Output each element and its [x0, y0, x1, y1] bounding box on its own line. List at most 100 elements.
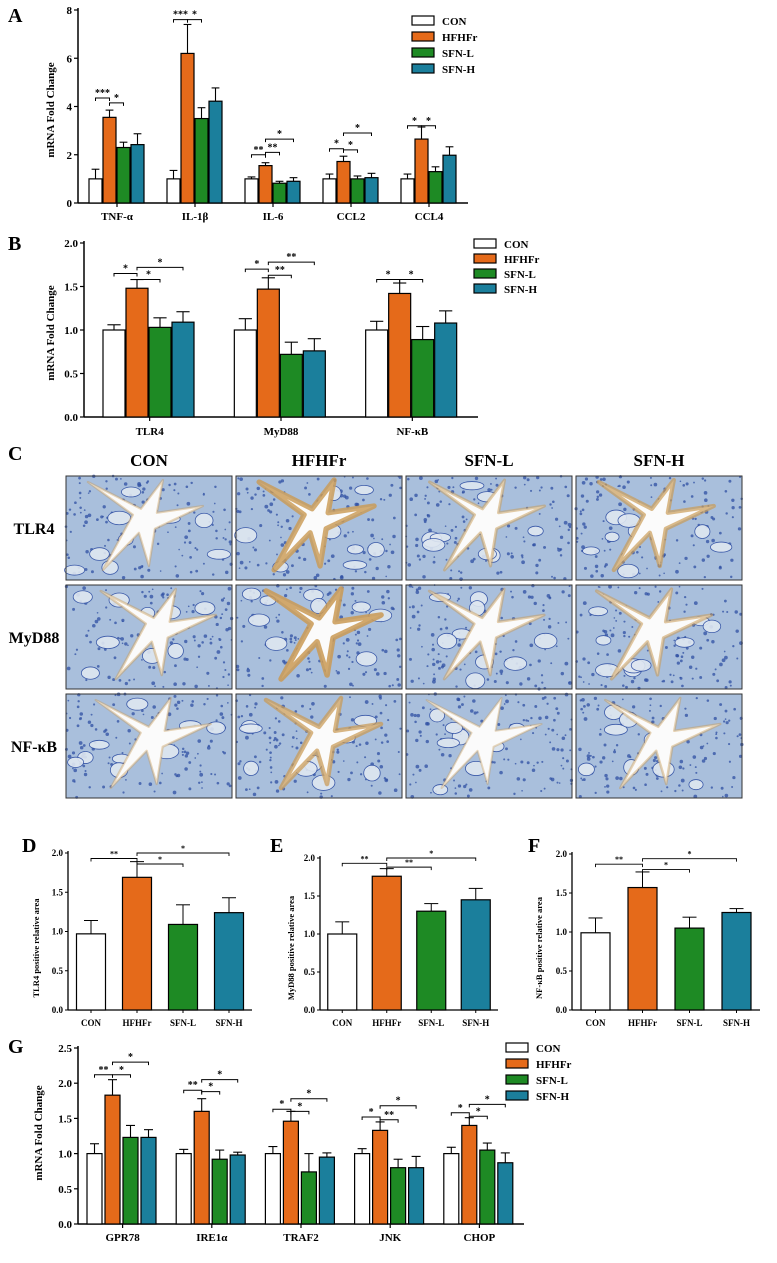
nucleus-dot [214, 656, 218, 660]
nucleus-dot [356, 761, 359, 764]
nucleus-dot [461, 515, 465, 519]
nucleus-dot [253, 755, 257, 759]
nucleus-dot [505, 536, 508, 538]
nucleus-dot [569, 749, 572, 752]
nucleus-dot [414, 513, 418, 517]
nucleus-dot [362, 551, 366, 555]
bar-nf-b-hfhfr [388, 292, 412, 418]
nucleus-dot [653, 482, 658, 487]
nucleus-dot [505, 699, 509, 704]
nucleus-dot [214, 773, 217, 776]
nucleus-dot [189, 570, 193, 574]
nucleus-dot [621, 698, 624, 701]
nucleus-dot [688, 665, 693, 669]
nucleus-dot [245, 788, 248, 791]
nucleus-dot [189, 556, 192, 559]
x-tick-label-hfhfr: HFHFr [628, 1018, 657, 1028]
nucleus-dot [599, 728, 602, 731]
nucleus-dot [389, 543, 391, 546]
nucleus-dot [581, 697, 585, 702]
nucleus-dot [250, 507, 254, 511]
significance-label: ** [615, 855, 623, 864]
nucleus-dot [521, 789, 523, 792]
nucleus-dot [138, 782, 142, 786]
nucleus-dot [699, 646, 703, 650]
nucleus-dot [590, 574, 594, 578]
nucleus-dot [313, 576, 318, 580]
nucleus-dot [149, 594, 154, 599]
crypt [577, 762, 595, 777]
y-tick-label: 0.5 [64, 369, 78, 381]
nucleus-dot [602, 756, 606, 760]
nucleus-dot [521, 560, 525, 565]
nucleus-dot [447, 485, 451, 489]
nucleus-dot [409, 783, 412, 786]
nucleus-dot [502, 634, 505, 638]
nucleus-dot [184, 767, 188, 771]
nucleus-dot [277, 720, 281, 723]
nucleus-dot [431, 647, 435, 652]
nucleus-dot [533, 764, 535, 767]
nucleus-dot [569, 728, 572, 731]
nucleus-dot [183, 657, 187, 661]
nucleus-dot [176, 504, 179, 507]
nucleus-dot [187, 605, 190, 608]
nucleus-dot [679, 759, 684, 764]
nucleus-dot [206, 671, 210, 675]
nucleus-dot [240, 640, 244, 643]
nucleus-dot [432, 658, 435, 661]
nucleus-dot [307, 657, 310, 660]
nucleus-dot [422, 575, 426, 579]
nucleus-dot [553, 696, 557, 700]
nucleus-dot [487, 488, 491, 492]
nucleus-dot [107, 538, 110, 542]
nucleus-dot [276, 553, 278, 556]
nucleus-dot [601, 538, 604, 540]
nucleus-dot [78, 717, 82, 721]
nucleus-dot [224, 538, 227, 541]
nucleus-dot [528, 622, 532, 626]
nucleus-dot [551, 507, 553, 509]
nucleus-dot [556, 781, 559, 784]
y-tick-label: 1.5 [64, 282, 78, 294]
legend-label-sfn-h: SFN-H [536, 1091, 569, 1103]
y-tick-label: 1.0 [64, 325, 78, 337]
nucleus-dot [367, 518, 370, 521]
nucleus-dot [540, 486, 543, 489]
crypt [64, 564, 86, 576]
nucleus-dot [541, 681, 544, 684]
nucleus-dot [693, 481, 695, 484]
nucleus-dot [683, 500, 686, 503]
nucleus-dot [633, 676, 636, 680]
y-tick-label: 2.0 [64, 238, 78, 250]
nucleus-dot [237, 715, 241, 719]
nucleus-dot [438, 748, 441, 751]
tile-border [235, 693, 403, 799]
nucleus-dot [83, 509, 86, 512]
nucleus-dot [637, 733, 641, 736]
nucleus-dot [711, 640, 715, 644]
crypt [265, 636, 288, 651]
nucleus-dot [96, 617, 101, 621]
nucleus-dot [349, 696, 351, 699]
legend-a: CON HFHFr SFN-L SFN-H [411, 15, 478, 76]
nucleus-dot [582, 657, 586, 661]
legend-label-sfn-l: SFN-L [442, 48, 474, 60]
significance-bracket [187, 19, 202, 23]
nucleus-dot [263, 731, 267, 735]
nucleus-dot [529, 663, 532, 667]
bar-chop-sfn-h [497, 1162, 514, 1225]
nucleus-dot [628, 635, 631, 638]
nucleus-dot [645, 772, 649, 776]
bar-traf2-sfn-h [318, 1156, 335, 1225]
nucleus-dot [567, 594, 571, 598]
significance-label: * [409, 270, 414, 281]
nucleus-dot [703, 491, 708, 495]
x-tick-label-nf-b: NF-κB [396, 426, 428, 438]
nucleus-dot [275, 513, 278, 516]
nucleus-dot [560, 748, 564, 752]
nucleus-dot [500, 672, 503, 675]
nucleus-dot [345, 654, 349, 657]
nucleus-dot [596, 652, 600, 655]
crypt [194, 512, 214, 529]
